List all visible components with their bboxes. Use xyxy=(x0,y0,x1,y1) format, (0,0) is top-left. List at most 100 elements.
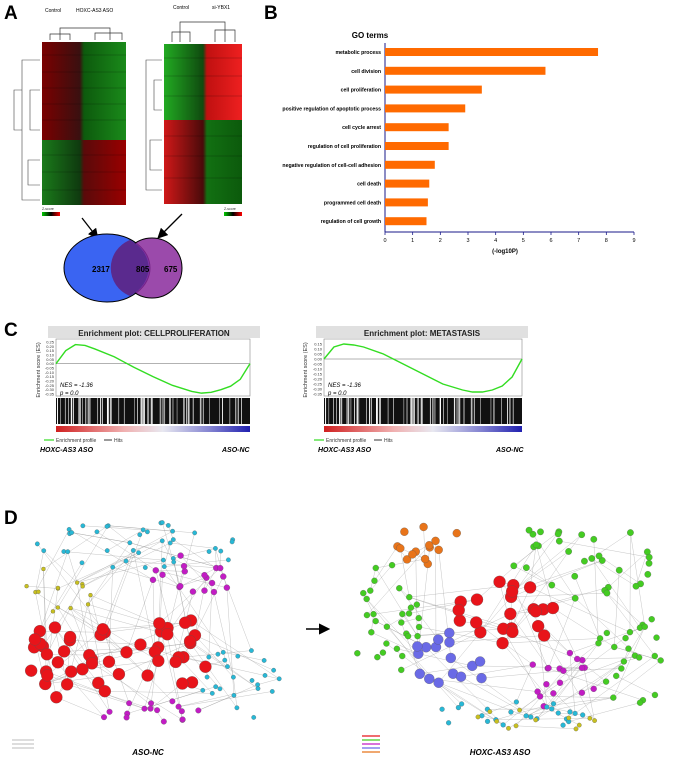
network-node xyxy=(500,722,506,728)
network-node xyxy=(573,726,579,732)
left-heatmap-zscore-label: Z-score xyxy=(42,207,54,211)
network-node xyxy=(645,559,653,567)
gsea-left-plot-frame xyxy=(55,338,251,397)
network-node xyxy=(455,671,467,682)
network-node xyxy=(618,665,625,672)
network-node xyxy=(68,605,73,611)
network-node xyxy=(550,701,557,707)
network-node xyxy=(50,691,63,704)
network-node xyxy=(398,619,405,626)
network-node xyxy=(632,582,640,590)
network-node xyxy=(201,572,208,579)
network-node xyxy=(615,566,623,574)
network-node xyxy=(590,685,597,692)
network-node xyxy=(474,656,486,667)
network-node xyxy=(415,614,422,622)
panel-c-gsea-cellproliferation: Enrichment plot: CELLPROLIFERATION Enric… xyxy=(36,326,260,454)
network-node xyxy=(651,652,658,660)
gsea-left-nes: NES = -1.36 xyxy=(60,383,94,389)
network-node xyxy=(25,664,38,677)
gsea-y-tick-label: 0.20 xyxy=(46,344,55,349)
right-heatmap-label-control: Control xyxy=(173,5,189,11)
network-node xyxy=(200,687,206,693)
network-node xyxy=(235,653,241,659)
network-node xyxy=(65,549,71,555)
network-node xyxy=(424,673,435,684)
network-node xyxy=(74,580,80,585)
gsea-right-title-bar xyxy=(316,326,528,338)
network-node xyxy=(60,678,74,691)
network-node xyxy=(452,529,461,538)
network-node xyxy=(635,654,643,661)
network-node xyxy=(234,705,240,711)
network-node xyxy=(63,630,77,644)
network-node xyxy=(494,718,500,724)
network-node xyxy=(189,588,197,595)
network-node xyxy=(581,557,588,565)
network-node xyxy=(137,532,143,538)
network-node xyxy=(496,636,509,650)
network-node xyxy=(446,720,452,726)
network-node xyxy=(565,548,572,555)
network-node xyxy=(28,633,42,646)
network-node xyxy=(467,660,478,672)
network-node xyxy=(580,712,586,718)
network-node xyxy=(425,541,434,550)
network-node xyxy=(439,706,445,712)
network-node xyxy=(445,652,456,664)
network-node xyxy=(574,655,581,663)
gsea-left-pvalue: p = 0.0 xyxy=(59,391,79,397)
network-node xyxy=(470,593,484,606)
network-node xyxy=(210,588,218,596)
venn-right-count: 675 xyxy=(164,265,178,274)
network-node xyxy=(613,672,620,680)
network-node xyxy=(651,691,659,699)
network-node xyxy=(367,587,374,594)
network-node xyxy=(371,577,378,584)
go-bar xyxy=(385,142,449,150)
network-node xyxy=(508,709,514,715)
network-node xyxy=(470,616,483,629)
network-node xyxy=(560,667,567,674)
network-node xyxy=(96,623,109,636)
network-node xyxy=(550,690,557,697)
network-node xyxy=(160,718,167,725)
network-node xyxy=(101,714,107,721)
go-bar xyxy=(385,104,466,113)
gsea-y-tick-label: -0.25 xyxy=(313,382,323,387)
gsea-left-title: Enrichment plot: CELLPROLIFERATION xyxy=(78,329,230,338)
network-node xyxy=(85,657,99,670)
network-node xyxy=(510,562,518,570)
gsea-y-tick-label: 0.00 xyxy=(46,361,55,366)
go-bar xyxy=(385,66,546,75)
network-node xyxy=(566,715,572,721)
network-node xyxy=(452,603,465,617)
network-node xyxy=(36,589,41,594)
go-x-tick-label: 8 xyxy=(605,238,608,244)
network-node xyxy=(368,629,375,636)
network-node xyxy=(226,557,231,563)
network-node xyxy=(140,527,146,533)
network-node xyxy=(159,520,165,525)
network-node xyxy=(112,668,126,681)
network-node xyxy=(370,610,377,618)
gsea-y-tick-label: -0.35 xyxy=(45,392,55,397)
network-node xyxy=(399,652,406,660)
left-heatmap-row-stripes xyxy=(42,54,126,191)
network-node xyxy=(459,701,465,707)
network-node xyxy=(626,628,634,636)
left-heatmap-lower-block xyxy=(42,140,126,205)
panel-label-b: B xyxy=(264,3,278,24)
network-node xyxy=(644,570,652,578)
network-node xyxy=(50,609,56,614)
arrow-right-to-venn xyxy=(157,213,183,239)
network-node xyxy=(161,557,166,563)
go-category-label: cell proliferation xyxy=(341,88,381,94)
left-heatmap-row-dendrogram xyxy=(13,59,40,201)
network-node xyxy=(180,562,188,570)
network-node xyxy=(611,643,618,651)
network-node xyxy=(220,573,227,580)
arrow-left-to-venn xyxy=(81,217,99,240)
network-node xyxy=(141,705,148,712)
